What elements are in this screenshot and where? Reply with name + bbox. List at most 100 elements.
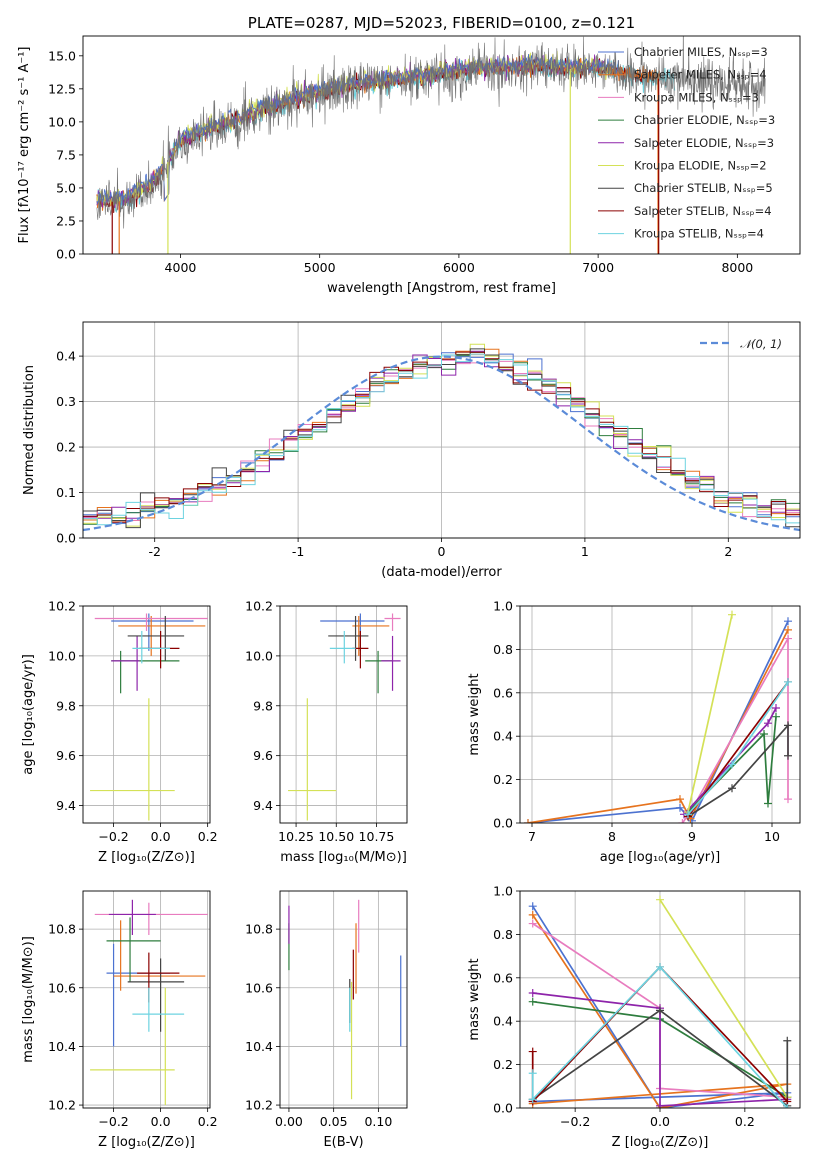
axes-mass-weight-vs-Z: −0.2 0.0 0.2 0.0 0.2 0.4 0.6 0.8 1.0 Z [log₁₀(Z/Z… bbox=[467, 884, 801, 1150]
series-marker bbox=[784, 617, 792, 626]
y-tick-label: 10.4 bbox=[48, 1039, 76, 1054]
x-axis-label: Z [log₁₀(Z/Z⊙)] bbox=[98, 850, 195, 865]
x-tick-label: 10.75 bbox=[359, 829, 395, 844]
series-marker bbox=[678, 819, 687, 823]
error-bar-point bbox=[365, 650, 393, 694]
y-tick-label: 0.0 bbox=[493, 816, 513, 831]
y-tick-label: 10.4 bbox=[245, 1039, 273, 1054]
y-tick-label: 10.2 bbox=[245, 599, 273, 614]
y-axis-label: mass weight bbox=[467, 958, 482, 1040]
x-tick-label: 10 bbox=[764, 829, 780, 844]
y-tick-label: 15.0 bbox=[48, 48, 76, 63]
x-tick-label: 5000 bbox=[304, 260, 336, 275]
series-marker bbox=[760, 730, 768, 739]
x-axis-label: (data-model)/error bbox=[381, 565, 502, 580]
series-line bbox=[659, 899, 789, 1098]
legend: Chabrier MILES, Nₛₛₚ=3 Salpeter MILES, Nₛ… bbox=[598, 45, 775, 241]
x-tick-label: 0.05 bbox=[320, 1114, 348, 1129]
series-marker bbox=[784, 751, 792, 760]
series-marker bbox=[656, 962, 664, 971]
y-tick-label: 1.0 bbox=[493, 884, 513, 899]
mass-weight-series bbox=[524, 625, 792, 823]
y-tick-label: 0.3 bbox=[56, 394, 76, 409]
plot-area bbox=[288, 613, 401, 821]
series-line bbox=[532, 1009, 789, 1108]
x-tick-label: 0.2 bbox=[198, 1114, 218, 1129]
mass-weight-series bbox=[684, 677, 792, 819]
plot-area bbox=[528, 895, 792, 1108]
y-tick-label: 10.2 bbox=[48, 1098, 76, 1113]
legend-entry: Chabrier ELODIE, Nₛₛₚ=3 bbox=[634, 113, 775, 127]
x-tick-label: 10.50 bbox=[318, 829, 354, 844]
x-tick-label: 4000 bbox=[165, 260, 197, 275]
x-axis-label: Z [log₁₀(Z/Z⊙)] bbox=[612, 1135, 709, 1150]
y-tick-label: 0.2 bbox=[56, 440, 76, 455]
y-tick-label: 0.0 bbox=[56, 531, 76, 546]
series-marker bbox=[784, 625, 792, 634]
x-tick-label: 0 bbox=[438, 544, 446, 559]
series-marker bbox=[784, 634, 792, 643]
x-tick-label: 0.2 bbox=[198, 829, 218, 844]
error-bar-point bbox=[132, 630, 171, 664]
error-bar-point bbox=[137, 952, 180, 1003]
y-tick-label: 0.1 bbox=[56, 485, 76, 500]
error-bar-point bbox=[127, 615, 185, 661]
x-tick-label: -2 bbox=[148, 544, 160, 559]
error-bar-point bbox=[329, 630, 356, 664]
series-marker bbox=[656, 1101, 664, 1108]
error-bar-point bbox=[328, 615, 369, 661]
series-marker bbox=[728, 784, 736, 793]
mass-weight-series bbox=[528, 1006, 792, 1108]
axes-spectrum: 4000 5000 6000 7000 8000 0.0 2.5 5.0 7.5 10.0 12.5… bbox=[17, 14, 801, 296]
y-tick-label: 10.6 bbox=[245, 980, 273, 995]
series-line bbox=[687, 681, 789, 818]
series-marker bbox=[528, 1095, 537, 1104]
histogram-series bbox=[83, 348, 800, 538]
y-tick-label: 0.0 bbox=[56, 247, 76, 262]
x-tick-label: 10.25 bbox=[278, 829, 314, 844]
legend-entry: 𝒩(0, 1) bbox=[740, 337, 782, 351]
series-marker bbox=[676, 803, 684, 812]
series-marker bbox=[528, 997, 537, 1006]
y-tick-label: 10.8 bbox=[245, 922, 273, 937]
y-tick-label: 12.5 bbox=[48, 81, 76, 96]
x-axis-label: wavelength [Angstrom, rest frame] bbox=[327, 281, 556, 296]
y-tick-label: 10.0 bbox=[48, 648, 76, 663]
x-tick-label: 0.10 bbox=[364, 1114, 392, 1129]
error-bar-point bbox=[352, 630, 369, 669]
axes-frame bbox=[82, 35, 801, 255]
series-marker bbox=[656, 895, 664, 904]
plot-area bbox=[90, 899, 208, 1106]
error-bar-point bbox=[111, 650, 180, 694]
series-marker bbox=[764, 799, 772, 808]
y-tick-label: 10.6 bbox=[48, 980, 76, 995]
x-tick-label: 0.0 bbox=[151, 829, 171, 844]
legend-entry: Kroupa MILES, Nₛₛₚ=3 bbox=[634, 90, 759, 104]
y-tick-label: 1.0 bbox=[493, 599, 513, 614]
y-tick-label: 0.4 bbox=[493, 729, 513, 744]
axes-mass-vs-ebv: 0.00 0.05 0.10 10.2 10.4 10.6 10.8 E(B-V) bbox=[245, 890, 408, 1150]
y-axis-label: age [log₁₀(age/yr)] bbox=[21, 654, 36, 775]
axes-frame bbox=[82, 890, 211, 1109]
y-tick-label: 9.6 bbox=[56, 748, 76, 763]
series-marker bbox=[528, 919, 537, 928]
series-marker bbox=[656, 1006, 664, 1015]
x-tick-label: −0.2 bbox=[98, 1114, 128, 1129]
y-axis-label: mass [log₁₀(M/M⊙)] bbox=[21, 936, 36, 1063]
legend-entry: Kroupa STELIB, Nₛₛₚ=4 bbox=[634, 227, 764, 241]
y-tick-label: 10.0 bbox=[245, 648, 273, 663]
axes-mass-weight-vs-age: 7 8 9 10 0.0 0.2 0.4 0.6 0.8 1.0 age [log₁₀(age/yr… bbox=[467, 599, 801, 865]
y-tick-label: 9.4 bbox=[253, 798, 273, 813]
histogram-series bbox=[83, 353, 800, 538]
x-axis-label: age [log₁₀(age/yr)] bbox=[600, 850, 721, 865]
y-axis-label: Normed distribution bbox=[22, 365, 37, 495]
error-bar-point bbox=[111, 635, 140, 691]
axes-age-vs-mass: 10.25 10.50 10.75 9.4 9.6 9.8 10.0 10.2 mass [lo… bbox=[245, 599, 408, 865]
x-tick-label: 0.2 bbox=[735, 1114, 755, 1129]
y-tick-label: 0.4 bbox=[56, 349, 76, 364]
legend-entry: Salpeter ELODIE, Nₛₛₚ=3 bbox=[634, 136, 774, 150]
normal-curve bbox=[83, 355, 800, 532]
series-marker bbox=[772, 712, 780, 721]
y-tick-label: 10.2 bbox=[48, 599, 76, 614]
series-line bbox=[531, 965, 788, 1108]
